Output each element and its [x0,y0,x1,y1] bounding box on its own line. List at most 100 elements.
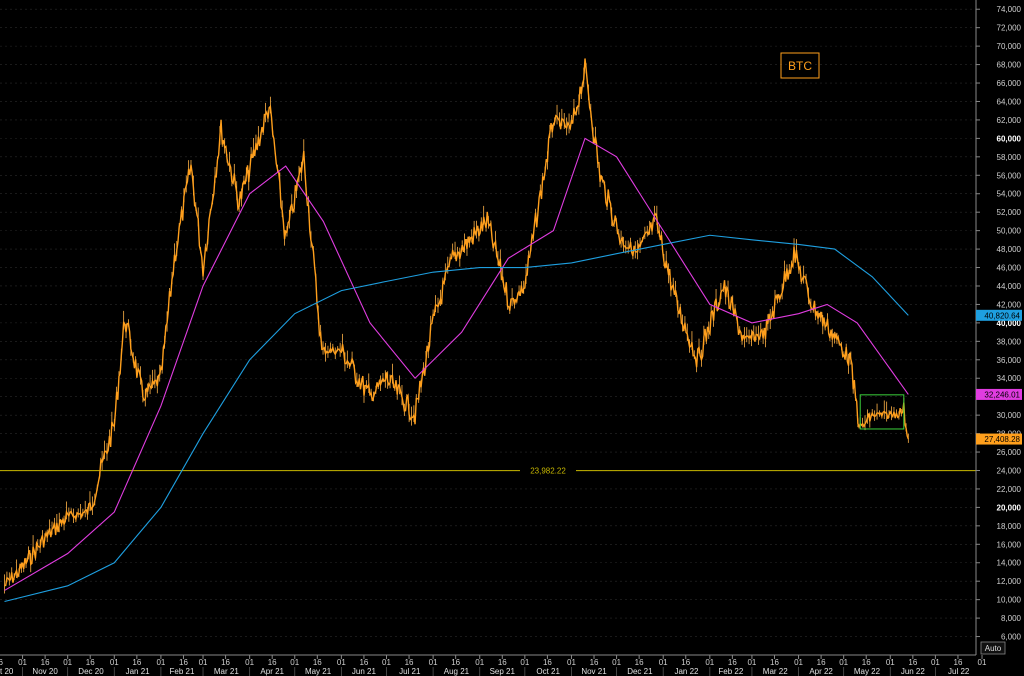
x-tick-label: 01 [747,658,756,667]
price-label-text: 27,408.28 [984,435,1020,444]
y-tick-label: 34,000 [997,374,1022,383]
y-tick-label: 72,000 [997,24,1022,33]
price-label: 32,246.01 [976,388,1022,400]
y-tick-label: 24,000 [997,466,1022,475]
x-tick-label: 01 [290,658,299,667]
x-tick-label: 01 [978,658,987,667]
y-tick-label: 50,000 [997,227,1022,236]
month-label: Jun 21 [352,667,377,676]
y-tick-label: 70,000 [997,42,1022,51]
x-tick-label: 16 [954,658,963,667]
consolidation-box [859,394,905,430]
x-tick-label: 01 [337,658,346,667]
x-tick-label: 01 [156,658,165,667]
month-label: May 21 [305,667,332,676]
x-tick-label: 16 [635,658,644,667]
month-label: Apr 22 [809,667,833,676]
series-btc [4,58,909,587]
x-tick-label: 01 [110,658,119,667]
month-label: Apr 21 [260,667,284,676]
x-tick-label: 01 [659,658,668,667]
price-label: 40,820.64 [976,309,1022,321]
price-label-text: 40,820.64 [984,311,1020,320]
y-tick-label: 74,000 [997,5,1022,14]
x-tick-label: 16 [86,658,95,667]
y-tick-label: 46,000 [997,264,1022,273]
x-tick-label: 01 [429,658,438,667]
support-label: 23,982.22 [530,467,566,476]
x-tick-label: 01 [794,658,803,667]
month-label: Jan 22 [674,667,699,676]
x-tick-label: 16 [862,658,871,667]
y-tick-label: 22,000 [997,485,1022,494]
x-tick-label: 01 [705,658,714,667]
x-tick-label: 01 [839,658,848,667]
y-tick-label: 52,000 [997,208,1022,217]
y-tick-label: 68,000 [997,61,1022,70]
x-tick-label: 16 [41,658,50,667]
x-tick-label: 16 [451,658,460,667]
y-tick-label: 42,000 [997,300,1022,309]
x-tick-label: 01 [475,658,484,667]
x-tick-label: 01 [567,658,576,667]
x-tick-label: 01 [199,658,208,667]
x-tick-label: 16 [221,658,230,667]
month-label: May 22 [854,667,881,676]
y-axis: 6,000 8,000 10,000 12,000 14,000 16,000 18,000… [975,0,1022,655]
y-tick-label: 48,000 [997,245,1022,254]
y-tick-label: 10,000 [997,596,1022,605]
month-label: Jun 22 [901,667,926,676]
y-tick-label: 6,000 [1001,633,1022,642]
y-tick-label: 66,000 [997,79,1022,88]
y-tick-label: 18,000 [997,522,1022,531]
x-tick-label: 16 [770,658,779,667]
x-tick-label: 16 [179,658,188,667]
month-label: Aug 21 [444,667,470,676]
price-label-text: 32,246.01 [984,390,1020,399]
month-label: Nov 20 [32,667,58,676]
y-tick-label: 14,000 [997,559,1022,568]
y-tick-label: 16,000 [997,540,1022,549]
y-tick-label: 54,000 [997,190,1022,199]
month-label: Jul 21 [399,667,421,676]
month-label: Mar 21 [214,667,239,676]
month-label: Nov 21 [581,667,607,676]
month-label: Mar 22 [763,667,788,676]
month-label: Feb 21 [170,667,195,676]
x-tick-label: 16 [728,658,737,667]
support-label-bg [520,465,576,476]
price-label-bg [976,309,1022,321]
month-label: Jul 22 [948,667,970,676]
series-ma-200 [4,234,909,603]
price-label: 27,408.28 [976,433,1022,445]
auto-button[interactable]: Auto [980,641,1006,655]
x-tick-label: 01 [245,658,254,667]
x-tick-label: 01 [886,658,895,667]
y-tick-label: 62,000 [997,116,1022,125]
price-labels: 40,820.64 32,246.01 27,408.28 [976,309,1022,445]
month-label: Feb 22 [718,667,743,676]
x-tick-label: 16 [681,658,690,667]
x-tick-label: 16 [0,658,3,667]
x-tick-label: 16 [498,658,507,667]
y-tick-label: 38,000 [997,337,1022,346]
x-tick-label: 01 [931,658,940,667]
month-label: Jan 21 [126,667,151,676]
series-ma-50 [4,137,909,591]
y-tick-label: 60,000 [997,134,1022,143]
y-tick-label: 58,000 [997,153,1022,162]
y-tick-label: 26,000 [997,448,1022,457]
y-tick-label: 44,000 [997,282,1022,291]
x-tick-label: 16 [313,658,322,667]
price-label-bg [976,433,1022,445]
x-tick-label: 16 [817,658,826,667]
x-tick-label: 16 [359,658,368,667]
x-tick-label: 16 [405,658,414,667]
x-tick-label: 16 [543,658,552,667]
y-tick-label: 40,000 [997,319,1022,328]
support-line: 23,982.22 [0,465,976,476]
y-tick-label: 8,000 [1001,614,1022,623]
x-tick-label: 01 [18,658,27,667]
y-tick-label: 64,000 [997,97,1022,106]
